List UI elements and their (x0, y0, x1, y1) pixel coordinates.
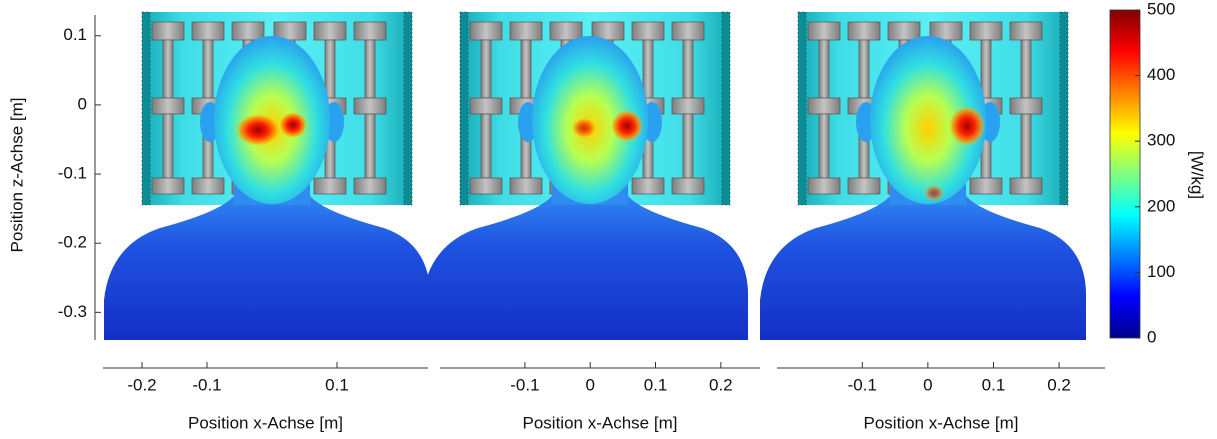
x-tick-label: 0 (585, 375, 594, 394)
y-axis-label: Position z-Achse [m] (7, 98, 26, 253)
x-tick-label: -0.2 (127, 375, 156, 394)
x-tick-label: 0 (923, 375, 932, 394)
y-tick-label: 0 (78, 94, 87, 113)
x-axis-label: Position x-Achse [m] (864, 413, 1019, 432)
y-tick-label: -0.2 (58, 233, 87, 252)
x-tick-label: -0.1 (848, 375, 877, 394)
x-tick-label: -0.1 (192, 375, 221, 394)
x-tick-label: -0.1 (510, 375, 539, 394)
y-tick-label: 0.1 (63, 25, 87, 44)
colorbar-tick-label: 300 (1147, 131, 1175, 150)
x-tick-label: 0.1 (325, 375, 349, 394)
colorbar-tick-label: 500 (1147, 0, 1175, 18)
colorbar-tick-label: 200 (1147, 196, 1175, 215)
y-tick-label: -0.1 (58, 164, 87, 183)
panel-image (422, 12, 748, 340)
colorbar (1110, 10, 1140, 338)
colorbar-tick-label: 0 (1147, 327, 1156, 346)
panel-image (760, 12, 1086, 340)
figure: -0.2 -0.1 0.1 Position x-Achse [m] 0.1 0 -0.1 -… (0, 0, 1217, 439)
x-axis-label: Position x-Achse [m] (188, 413, 343, 432)
panel-image (104, 12, 430, 340)
x-tick-label: 0.2 (709, 375, 733, 394)
x-tick-label: 0.2 (1047, 375, 1071, 394)
page: -0.2 -0.1 0.1 Position x-Achse [m] 0.1 0 -0.1 -… (0, 0, 1217, 439)
x-tick-label: 0.1 (644, 375, 668, 394)
x-tick-label: 0.1 (982, 375, 1006, 394)
y-tick-label: -0.3 (58, 302, 87, 321)
x-axis-label: Position x-Achse [m] (523, 413, 678, 432)
colorbar-label: [W/kg] (1188, 151, 1207, 199)
colorbar-tick-label: 400 (1147, 65, 1175, 84)
colorbar-tick-label: 100 (1147, 262, 1175, 281)
